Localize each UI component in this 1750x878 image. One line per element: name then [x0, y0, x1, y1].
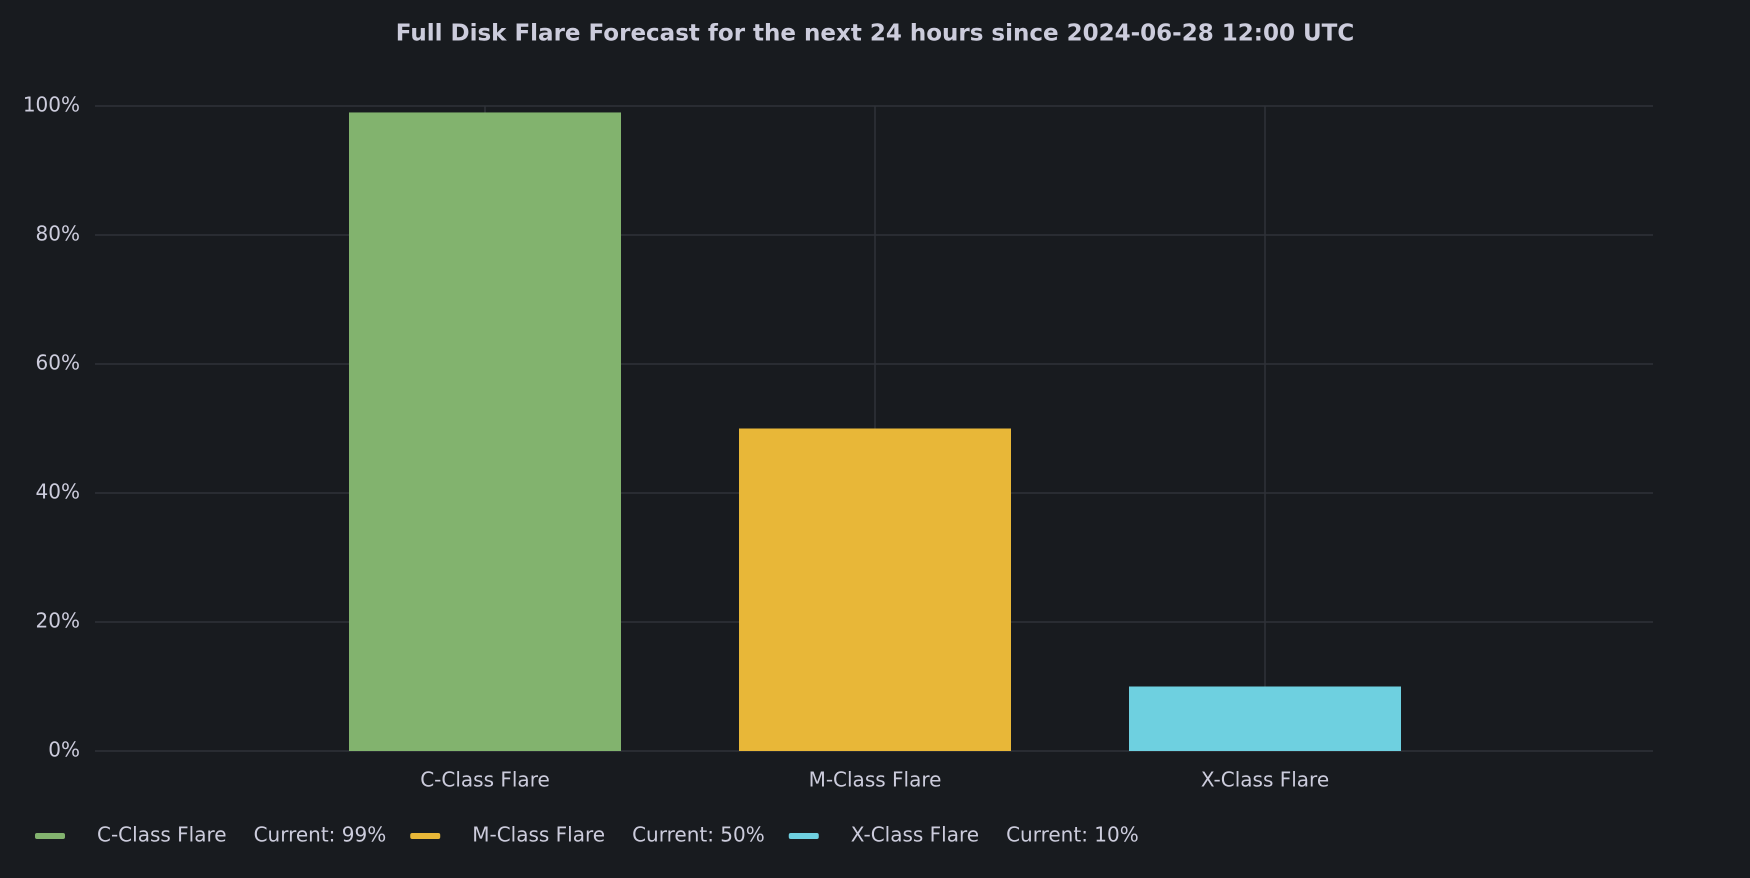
bar [1129, 686, 1401, 751]
chart-title: Full Disk Flare Forecast for the next 24… [396, 21, 1354, 47]
bar [349, 112, 621, 751]
y-tick-label: 60% [36, 351, 80, 375]
x-tick-label: C-Class Flare [420, 768, 550, 792]
x-tick-label: X-Class Flare [1201, 768, 1329, 792]
legend-value: Current: 99% [254, 823, 387, 847]
legend-swatch [410, 833, 441, 839]
legend-label: X-Class Flare [851, 823, 979, 847]
bar [739, 428, 1011, 751]
y-tick-label: 0% [48, 738, 80, 762]
legend-swatch [35, 833, 65, 839]
legend-label: C-Class Flare [97, 823, 227, 847]
y-tick-label: 80% [36, 222, 80, 246]
legend-value: Current: 50% [632, 823, 765, 847]
legend-label: M-Class Flare [472, 823, 605, 847]
y-tick-label: 20% [36, 609, 80, 633]
y-tick-label: 40% [36, 480, 80, 504]
y-tick-label: 100% [23, 93, 80, 117]
legend-value: Current: 10% [1006, 823, 1139, 847]
x-tick-label: M-Class Flare [809, 768, 942, 792]
legend-swatch [788, 833, 819, 839]
